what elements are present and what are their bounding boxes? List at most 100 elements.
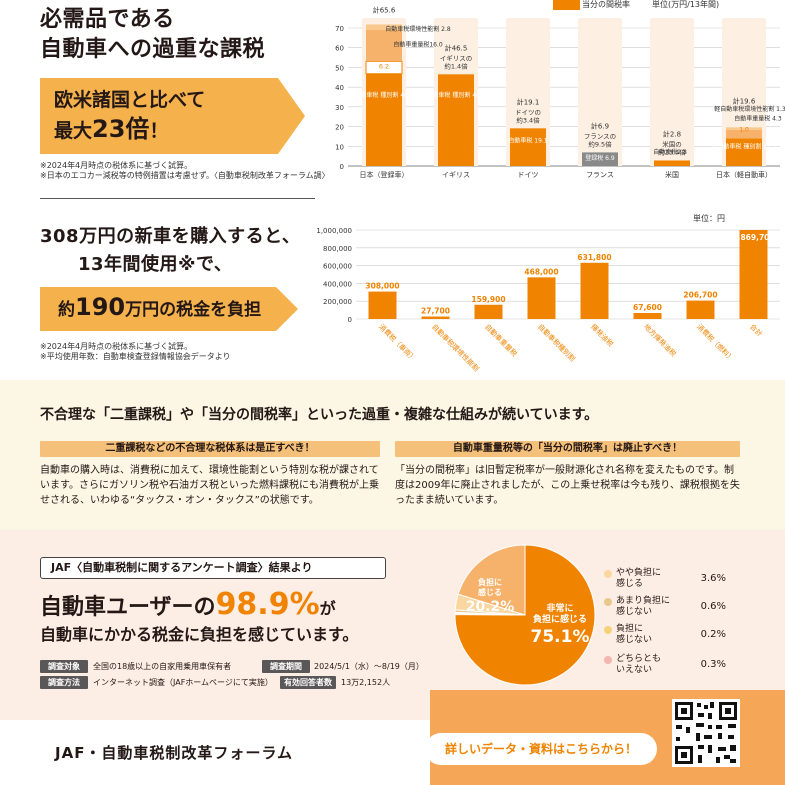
chart2-bar (421, 316, 450, 319)
pill-suffix: 万円の税金を負担 (125, 300, 262, 320)
callout-prefix: 最大 (54, 120, 93, 142)
qr-code-icon[interactable] (672, 699, 740, 767)
chart1-total-label: 計46.5 (445, 43, 468, 52)
tag-respondents: 有効回答者数 (280, 676, 336, 689)
legend-dot (604, 598, 612, 606)
legend-dot (604, 570, 612, 578)
chart2-ytick: 0 (348, 316, 352, 324)
legend-pct: 0.2% (700, 629, 726, 640)
tag-period-value: 2024/5/1（水）～8/19（月） (314, 662, 424, 671)
chart1-label-jp-env: 自動車税環境性能割 2.8 (385, 25, 451, 33)
chart1-bar-segment (582, 152, 618, 166)
chart2-category-label: 消費税（燃料） (695, 322, 736, 363)
chart1-label-jp-weight: 自動車重量税16.0 (393, 41, 443, 49)
chart1-unit-label: 単位(万円/13年間) (652, 0, 720, 9)
cta-button[interactable]: 詳しいデータ・資料はこちらから！ (425, 733, 657, 765)
chart2-ytick: 200,000 (323, 298, 352, 306)
chart1-ytick: 40 (335, 84, 344, 92)
pie-burden-line2: 感じる (478, 588, 502, 597)
chart2-value-label: 1,869,700 (732, 233, 774, 242)
tag-target-value: 全国の18歳以上の自家用乗用車保有者 (93, 662, 232, 671)
section2-note1: ※2024年4月時点の税体系に基づく試算。 (40, 342, 193, 351)
chart1-bar-segment (365, 61, 403, 75)
tag-target: 調査対象 (40, 660, 88, 673)
pie-burden-line1: 負担に (478, 578, 502, 587)
chart-tax-comparison: 0 10 20 30 40 50 60 70 計65.6 日本（登録車） 計46.5 イギリス イギリ… (335, 6, 785, 179)
chart1-label-jp-main: 自動車税 種別割 46.8 (354, 91, 413, 99)
legend-dot (604, 656, 612, 664)
chart1-bar-segment (726, 127, 762, 130)
chart2-bar (686, 300, 715, 319)
chart2-ytick: 1,000,000 (316, 227, 352, 235)
chart1-label-us-main: 自動車税2.8 (653, 148, 687, 156)
chart2-bar (739, 230, 768, 319)
chart1-ytick: 70 (335, 25, 344, 33)
chart1-total-label: 計2.8 (663, 129, 681, 138)
chart1-total-label: 計19.6 (733, 96, 756, 105)
chart1-category-label: 日本（登録車） (360, 170, 409, 179)
chart1-bar-segment (510, 128, 546, 166)
chart1-category-label: ドイツ (518, 171, 539, 179)
chart2-ytick: 800,000 (323, 245, 352, 253)
section1-note2: ※日本のエコカー減税等の特例措置は考慮せず。〈自動車税制改革フォーラム調〉 (40, 171, 330, 180)
chart2-category-label: 自動車税種別割 (536, 322, 577, 363)
section3-headline: 不合理な「二重課税」や「当分の間税率」といった過重・複雑な仕組みが続いています。 (40, 407, 599, 423)
chart2-ytick: 400,000 (323, 280, 352, 288)
headline-prefix: 自動車ユーザーの (40, 595, 216, 620)
chart2-category-label: 合計 (748, 322, 764, 338)
headline-suffix: が (319, 599, 336, 618)
chart1-column-bg (650, 18, 694, 166)
pie-very-line1: 非常に (546, 604, 574, 614)
right-body: 「当分の間税率」は旧暫定税率が一般財源化され名称を変えたものです。制度は2009… (395, 465, 740, 506)
chart1-label-kei-main: 軽自動車税 種別割 14.0 (711, 142, 776, 150)
chart2-category-label: 自動車重量税 (483, 322, 519, 358)
chart1-category-label: 米国 (665, 170, 679, 179)
chart2-value-label: 206,700 (683, 291, 717, 300)
chart2-bar (527, 277, 556, 319)
callout-big: 23倍 (92, 115, 150, 143)
chart2-value-label: 67,600 (633, 303, 662, 312)
chart2-category-label: 揮発油税 (589, 322, 615, 348)
chart1-category-label: フランス (586, 171, 614, 179)
survey-headline: 自動車ユーザーの98.9%が (40, 590, 336, 624)
legend-neutral: どちらとも いえない 0.3% (604, 654, 726, 676)
chart1-bar-segment (726, 138, 762, 166)
chart1-ytick: 0 (340, 163, 344, 171)
section2-title-line1: 308万円の新車を購入すると、 (40, 226, 301, 247)
tag-respondents-value: 13万2,152人 (341, 678, 391, 687)
chart1-category-label: 日本（軽自動車） (716, 170, 772, 179)
legend-line2: 感じる (616, 579, 644, 589)
chart2-category-label: 消費税（車両） (377, 322, 418, 363)
chart1-bar-segment (366, 73, 402, 166)
legend-pct: 3.6% (700, 573, 726, 584)
chart2-value-label: 27,700 (421, 307, 450, 316)
legend-line2: 感じない (616, 635, 653, 645)
legend-line2: 感じない (616, 607, 653, 617)
chart1-ytick: 10 (335, 143, 344, 151)
legend-line1: どちらとも (616, 654, 662, 664)
chart1-ratio-line1: フランスの (584, 132, 616, 140)
pie-very-pct: 75.1% (530, 627, 590, 647)
tax-burden-pill: 約190万円の税金を負担 (40, 287, 298, 331)
section2-note2: ※平均使用年数：自動車検査登録情報協会データより (40, 352, 231, 361)
legend-pct: 0.6% (700, 601, 726, 612)
chart1-column-bg (578, 18, 622, 166)
chart1-bar-segment (366, 29, 402, 62)
right-header: 自動車重量税等の「当分の間税率」は廃止すべき！ (395, 441, 740, 457)
pie-slice (454, 544, 596, 686)
chart2-ytick: 600,000 (323, 263, 352, 271)
section1-title-line1: 必需品である (40, 7, 175, 32)
legend-line1: 負担に (616, 624, 644, 634)
chart2-value-label: 159,900 (471, 295, 505, 304)
tag-method-value: インターネット調査（JAFホームページにて実施） (93, 678, 273, 687)
legend-line1: あまり負担に (616, 596, 671, 606)
chart1-bar-segment (438, 74, 474, 166)
legend-line1: やや負担に (616, 568, 662, 578)
tag-method: 調査方法 (40, 676, 88, 689)
chart1-ratio-line2: 約1.4倍 (444, 61, 468, 70)
chart1-label-fr-main: 登録税 6.9 (585, 154, 615, 162)
footer-org: JAF・自動車税制改革フォーラム (55, 744, 293, 762)
legend-pct: 0.3% (700, 659, 726, 670)
chart1-ytick: 50 (335, 64, 344, 72)
legend-provisional-label: 当分の間税率 (580, 0, 632, 10)
